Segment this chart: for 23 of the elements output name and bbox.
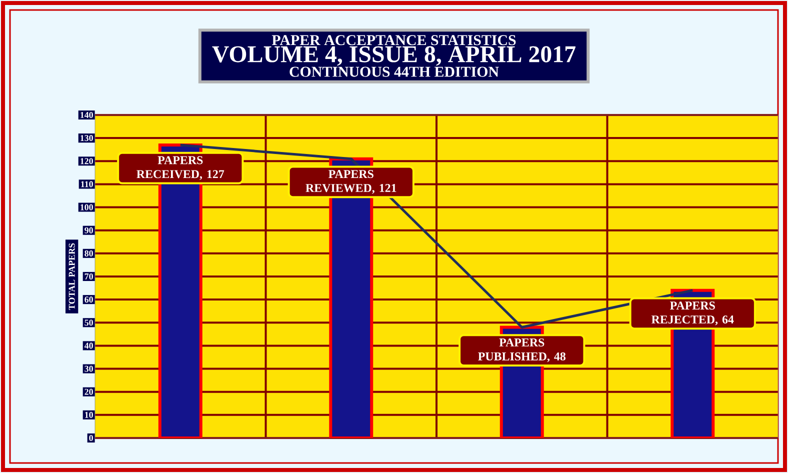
chart-title: PAPER ACCEPTANCE STATISTICS	[272, 35, 516, 46]
y-tick-label: 40	[84, 342, 93, 349]
y-tick-label: 90	[84, 227, 93, 234]
y-tick-label: 50	[84, 320, 93, 326]
y-tick-label: 0	[89, 434, 93, 442]
y-tick-label: 10	[85, 412, 93, 418]
y-tick-label: 100	[80, 204, 93, 210]
y-tick-label: 70	[84, 273, 93, 280]
data-label: PAPERS PUBLISHED, 48	[478, 338, 566, 362]
data-label: PAPERS RECEIVED, 127	[136, 156, 224, 180]
y-tick-label: 110	[81, 181, 93, 188]
data-label: PAPERS REVIEWED, 121	[306, 170, 396, 194]
y-tick-label: 30	[84, 366, 93, 372]
y-tick-label: 120	[80, 158, 93, 164]
data-label: PAPERS REJECTED, 64	[651, 302, 734, 326]
y-tick-label: 20	[84, 388, 93, 395]
y-tick-label: 130	[80, 135, 93, 142]
y-tick-label: 140	[80, 112, 93, 118]
text: CONTINUOUS 44TH EDITION	[290, 66, 499, 77]
y-tick-label: 60	[84, 296, 93, 303]
y-axis-title: TOTAL PAPERS	[68, 243, 75, 310]
chart-subtitle: VOLUME 4, ISSUE 8, APRIL 2017	[212, 46, 576, 66]
y-tick-label: 80	[84, 250, 93, 256]
